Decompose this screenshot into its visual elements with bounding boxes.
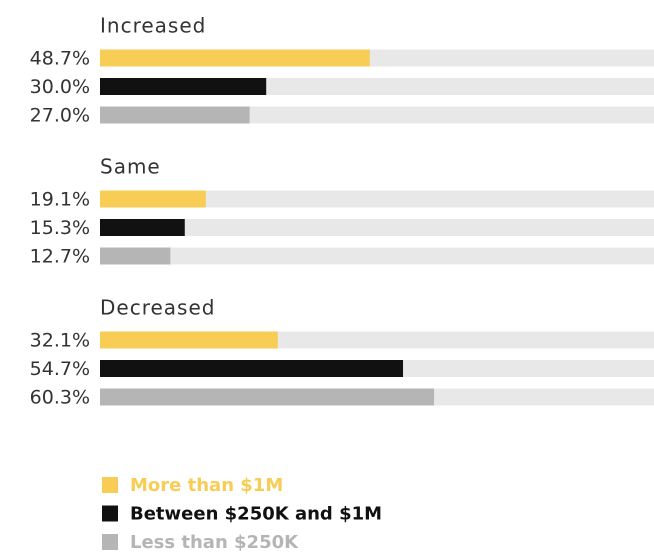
bar [100,49,370,67]
group-title: Increased [100,14,206,38]
value-label: 32.1% [30,330,90,352]
group-title: Same [100,155,161,179]
bar [100,247,171,265]
bar [100,388,435,406]
bar [100,190,206,208]
bar-track [100,247,654,265]
legend-label: More than $1M [130,475,283,496]
group-title: Decreased [100,296,215,320]
value-label: 60.3% [30,387,90,409]
value-label: 30.0% [30,76,90,98]
value-label: 54.7% [30,358,90,380]
bar [100,360,404,377]
bar [100,106,250,124]
legend-swatch [102,477,118,493]
legend-label: Less than $250K [130,532,299,552]
legend-swatch [102,534,118,550]
value-label: 15.3% [30,217,90,239]
bar-track [100,219,654,236]
value-label: 27.0% [30,105,90,127]
value-label: 48.7% [30,48,90,70]
bar [100,219,185,236]
legend-label: Between $250K and $1M [130,504,382,525]
bar [100,78,267,95]
legend-swatch [102,505,118,522]
bar-track [100,190,654,208]
value-label: 12.7% [30,246,90,268]
value-label: 19.1% [30,189,90,211]
bar [100,331,278,349]
